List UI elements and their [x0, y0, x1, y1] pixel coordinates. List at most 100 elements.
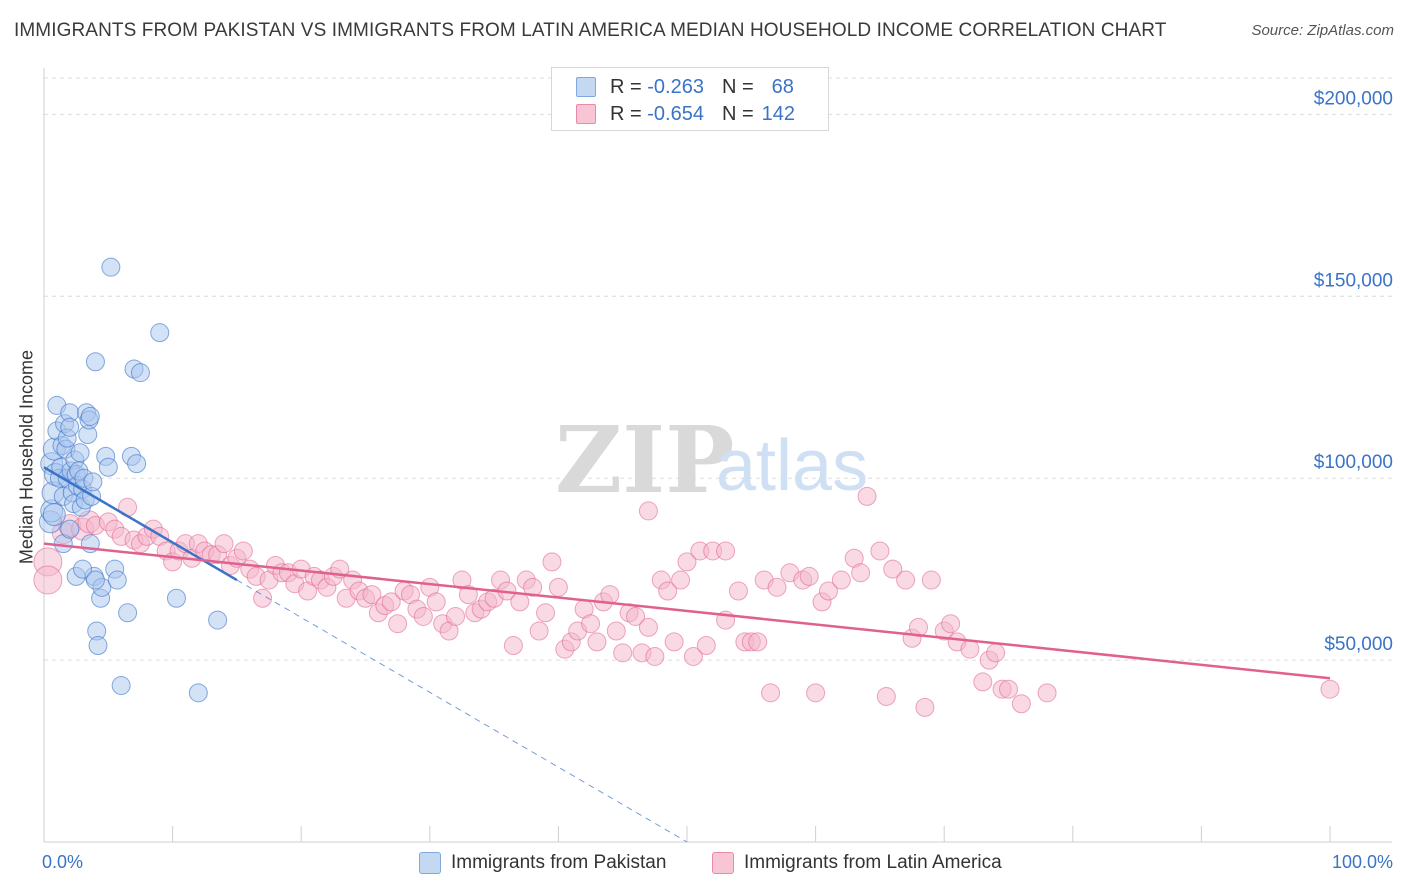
latin-america-point: [542, 552, 562, 572]
latin-america-point: [696, 636, 716, 656]
latin-america-point: [941, 614, 961, 634]
latin-america-point: [638, 617, 658, 637]
latin-america-point: [799, 566, 819, 586]
latin-america-point: [728, 581, 748, 601]
pakistan-point: [127, 454, 147, 474]
latin-america-point: [658, 581, 678, 601]
latin-america-point: [806, 683, 826, 703]
latin-america-point: [606, 621, 626, 641]
bottom-legend-label-pakistan: Immigrants from Pakistan: [451, 852, 667, 873]
pakistan-point: [130, 363, 150, 383]
pakistan-point: [188, 683, 208, 703]
legend-row-pakistan: R = -0.263 N = 68: [576, 74, 794, 100]
pakistan-point: [73, 559, 93, 579]
latin-america-point: [638, 501, 658, 521]
bottom-legend-latin-america[interactable]: Immigrants from Latin America: [712, 852, 1002, 874]
legend-r-value: -0.654: [647, 102, 704, 125]
y-tick-labels: $50,000 $100,000 $150,000 $200,000: [1314, 88, 1393, 655]
bottom-legend-swatch-pakistan: [419, 852, 441, 874]
legend-n-label: N =: [721, 75, 754, 98]
pakistan-point: [166, 588, 186, 608]
latin-america-point: [645, 646, 665, 666]
latin-america-point: [818, 581, 838, 601]
latin-america-point: [1320, 679, 1340, 699]
latin-america-point: [536, 603, 556, 623]
latin-america-point: [413, 606, 433, 626]
latin-america-point: [767, 577, 787, 597]
latin-america-point: [876, 686, 896, 706]
pakistan-point: [83, 472, 103, 492]
latin-america-point: [458, 585, 478, 605]
latin-america-point: [857, 486, 877, 506]
latin-america-point: [921, 570, 941, 590]
bottom-legend: Immigrants from Pakistan Immigrants from…: [0, 852, 1406, 878]
latin-america-point: [548, 577, 568, 597]
pakistan-point: [85, 570, 105, 590]
bottom-legend-label-latin-america: Immigrants from Latin America: [744, 852, 1002, 873]
pakistan-point: [80, 406, 100, 426]
latin-america-point: [831, 570, 851, 590]
correlation-legend: R = -0.263 N = 68 R = -0.654 N = 142: [551, 67, 829, 131]
latin-america-point: [33, 565, 63, 595]
pakistan-point: [70, 443, 90, 463]
latin-america-point: [233, 541, 253, 561]
source-label: Source: ZipAtlas.com: [1251, 22, 1394, 39]
latin-america-point: [214, 534, 234, 554]
pakistan-point: [88, 636, 108, 656]
latin-america-point: [426, 592, 446, 612]
y-tick-label: $100,000: [1314, 452, 1393, 473]
legend-r-label: R =: [610, 102, 642, 125]
pakistan-point: [98, 457, 118, 477]
latin-america-point: [362, 585, 382, 605]
y-tick-label: $50,000: [1324, 634, 1393, 655]
latin-america-point: [529, 621, 549, 641]
pakistan-point: [42, 503, 66, 527]
latin-america-point: [999, 679, 1018, 699]
x-tick-left: 0.0%: [42, 852, 84, 872]
latin-america-point: [677, 552, 697, 572]
pakistan-point: [208, 610, 228, 630]
bottom-legend-pakistan[interactable]: Immigrants from Pakistan: [419, 852, 666, 874]
legend-swatch-pakistan: [576, 77, 596, 97]
latin-america-point: [671, 570, 691, 590]
latin-america-point: [1037, 683, 1057, 703]
latin-america-point: [973, 672, 993, 692]
pakistan-point: [101, 257, 121, 277]
chart-title: IMMIGRANTS FROM PAKISTAN VS IMMIGRANTS F…: [14, 20, 1167, 41]
latin-america-point: [503, 636, 523, 656]
latin-america-point: [381, 592, 401, 612]
latin-america-point: [664, 632, 684, 652]
latin-america-point: [716, 541, 736, 561]
latin-america-point: [626, 606, 646, 626]
latin-america-point: [587, 632, 607, 652]
watermark-zip: ZIP: [555, 406, 734, 514]
y-tick-label: $150,000: [1314, 270, 1393, 291]
pakistan-point: [150, 323, 170, 343]
latin-america-point: [748, 632, 768, 652]
y-tick-label: $200,000: [1314, 88, 1393, 109]
legend-r-value: -0.263: [647, 75, 704, 98]
latin-america-point: [986, 643, 1006, 663]
latin-america-point: [253, 588, 273, 608]
pakistan-point: [60, 519, 80, 539]
legend-n-label: N =: [721, 102, 754, 125]
legend-n-value: 68: [771, 75, 794, 98]
latin-america-point: [523, 577, 543, 597]
pakistan-point: [111, 676, 131, 696]
latin-america-point: [613, 643, 633, 663]
pakistan-point: [118, 603, 138, 623]
latin-america-point: [870, 541, 890, 561]
latin-america-point: [883, 559, 903, 579]
bottom-legend-swatch-latin-america: [712, 852, 734, 874]
legend-r-label: R =: [610, 75, 642, 98]
latin-america-point: [851, 563, 871, 583]
pakistan-trend-extension: [236, 579, 688, 843]
axes: [43, 68, 1392, 843]
latin-america-point: [446, 606, 466, 626]
pakistan-point: [85, 352, 105, 372]
latin-america-point: [683, 646, 703, 666]
latin-america-point: [896, 570, 916, 590]
watermark-atlas: atlas: [716, 426, 868, 506]
